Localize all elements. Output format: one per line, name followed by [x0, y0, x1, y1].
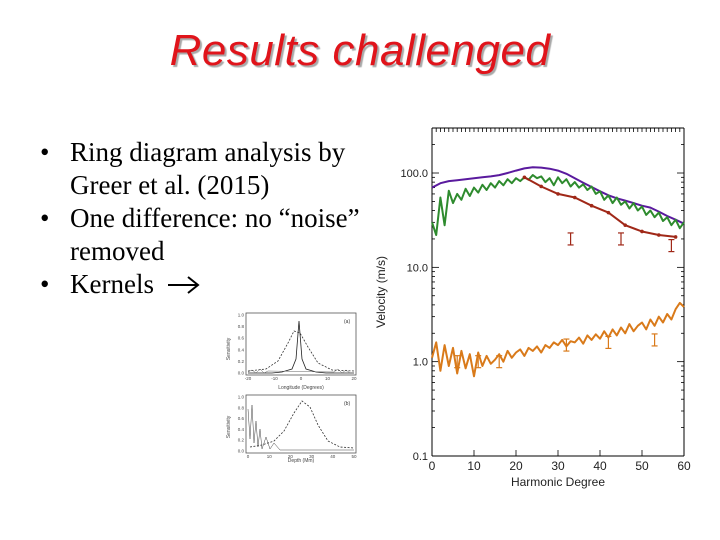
kernel-ytick-label: 0.6 — [238, 336, 245, 341]
kernel-b-xlabel: Depth (Mm) — [288, 458, 315, 464]
kernel-xtick-label: 0 — [300, 376, 303, 381]
bullet-text: Kernels — [70, 269, 154, 299]
chart-data-point — [623, 223, 627, 227]
chart-series-line — [523, 176, 676, 238]
kernel-plots: Sensitivity (a) 1.00.80.60.40.20.0-20 -10… — [226, 313, 357, 465]
kernel-ytick-label: 0.0 — [238, 371, 245, 376]
kernel-panel-a: Sensitivity (a) 1.0 0.8 0.6 0.4 0.2 0.0-20 -10… — [226, 313, 357, 392]
kernel-b-ylabel: Sensitivity — [226, 415, 232, 438]
kernel-xtick-label: 20 — [288, 454, 294, 459]
bullet-dot-icon: • — [40, 137, 50, 167]
bullet-item: • Kernels — [40, 268, 380, 301]
kernel-b-noise-curve — [247, 404, 354, 451]
kernel-xtick-label: 0 — [247, 454, 250, 459]
chart-data-point — [539, 184, 543, 189]
chart-data-point — [589, 203, 594, 208]
chart-data-point — [640, 229, 644, 234]
kernel-ytick-label: 0.2 — [238, 438, 245, 443]
bullet-dot-icon: • — [40, 269, 50, 299]
chart-xtick-label: 50 — [635, 459, 649, 473]
bullet-item: • Ring diagram analysis by Greer et al. … — [40, 136, 380, 202]
kernel-a-frame — [245, 312, 357, 376]
kernel-xtick-label: 50 — [351, 454, 357, 459]
kernel-xtick-label: -20 — [245, 376, 252, 381]
kernel-a-panel-label: (a) — [344, 319, 350, 325]
kernel-a-dashed-curve — [247, 330, 355, 372]
kernel-xtick-label: 10 — [325, 376, 331, 381]
kernel-ytick-label: 1.0 — [238, 395, 245, 400]
kernel-ytick-label: 0.8 — [238, 324, 245, 329]
slide-title: Results challenged — [169, 26, 551, 75]
chart-data-point — [673, 235, 678, 239]
kernel-xtick-label: 20 — [351, 376, 357, 381]
chart-xtick-label: 40 — [593, 459, 607, 473]
bullet-list: • Ring diagram analysis by Greer et al. … — [40, 136, 380, 301]
chart-ytick-label: 100.0 — [400, 168, 428, 180]
kernel-ytick-label: 0.4 — [238, 347, 245, 352]
chart-xtick-label: 60 — [677, 459, 691, 473]
arrow-right-icon — [167, 276, 200, 294]
kernel-xtick-label: 40 — [330, 454, 336, 459]
chart-ytick-label: 1.0 — [413, 357, 428, 369]
kernel-a-ylabel: Sensitivity — [226, 337, 232, 360]
chart-series-line — [431, 301, 685, 378]
bullet-text: One difference: no “noise” removed — [70, 203, 360, 266]
chart-data-point — [657, 233, 661, 237]
kernel-b-frame — [245, 394, 357, 454]
kernel-ytick-label: 0.6 — [238, 416, 245, 421]
bullet-item: • One difference: no “noise” removed — [40, 202, 380, 268]
velocity-chart: 100.0 10.0 1.0 0.10 10 20 30 40 50 60 Harmonic Deg… — [374, 127, 691, 489]
chart-xtick-label: 0 — [429, 459, 436, 473]
kernel-a-solid-curve — [248, 320, 354, 374]
bullet-text: Ring diagram analysis by Greer et al. (2… — [70, 137, 346, 200]
chart-ytick-label: 10.0 — [407, 262, 428, 274]
chart-ylabel: Velocity (m/s) — [374, 256, 388, 328]
kernel-ytick-label: 1.0 — [238, 313, 245, 318]
chart-data-point — [556, 192, 560, 196]
chart-xtick-label: 20 — [509, 459, 523, 473]
chart-series-line — [431, 174, 685, 236]
kernel-ytick-label: 0.4 — [238, 427, 245, 432]
kernel-xtick-label: -10 — [271, 376, 278, 381]
kernel-a-xlabel: Longitude (Degrees) — [278, 385, 324, 391]
kernel-a-noise-curve — [247, 368, 351, 374]
kernel-xtick-label: 30 — [309, 454, 315, 459]
kernel-ytick-label: 0.8 — [238, 405, 245, 410]
kernel-b-panel-label: (b) — [344, 401, 350, 407]
chart-data-point — [522, 175, 527, 180]
chart-data-point — [606, 210, 611, 215]
kernel-panel-b: Sensitivity (b) 1.0 0.8 0.6 0.4 0.2 0.00 10 20 3… — [226, 395, 357, 465]
kernel-b-dashed-curve — [249, 400, 355, 449]
kernel-ytick-label: 0.2 — [238, 359, 245, 364]
chart-xlabel: Harmonic Degree — [511, 475, 605, 489]
kernel-xtick-label: 10 — [267, 454, 273, 459]
chart-xtick-label: 30 — [551, 459, 565, 473]
bullet-dot-icon: • — [40, 203, 50, 233]
kernel-ytick-label: 0.0 — [238, 449, 245, 454]
chart-xtick-label: 10 — [467, 459, 481, 473]
chart-ytick-label: 0.1 — [413, 451, 428, 463]
chart-data-point — [573, 195, 577, 200]
